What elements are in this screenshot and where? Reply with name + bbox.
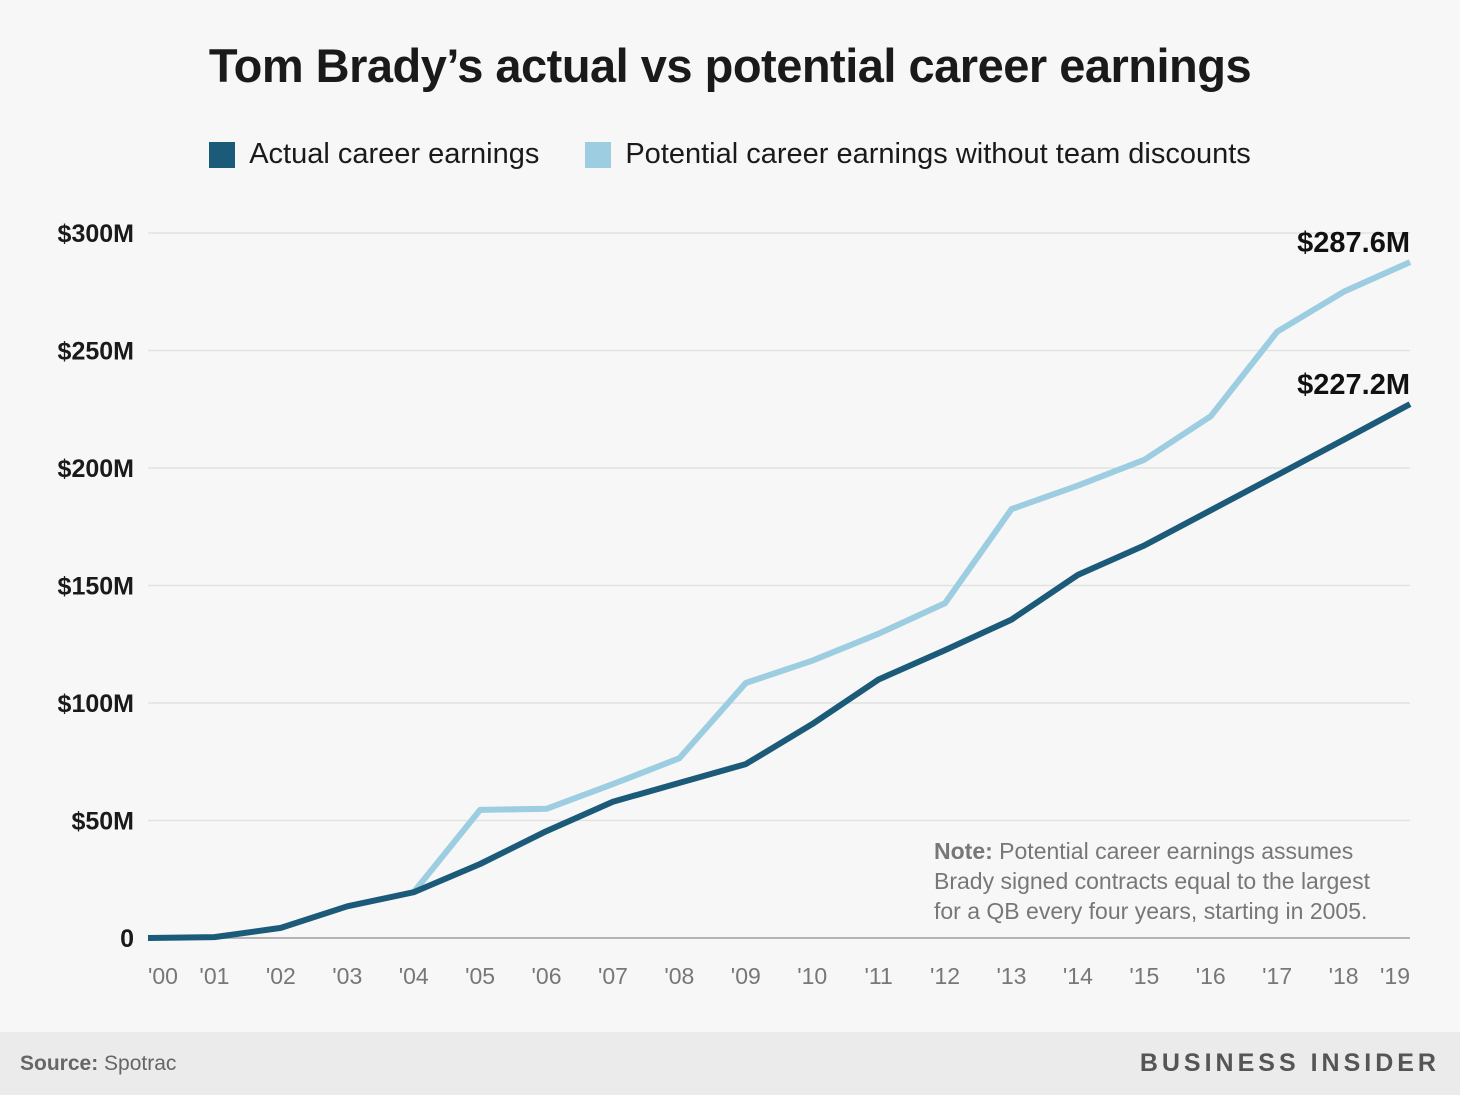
legend-item-potential: Potential career earnings without team d…: [585, 138, 1251, 171]
legend-swatch-potential: [585, 141, 612, 168]
source-credit: Source: Spotrac: [20, 1052, 176, 1076]
x-tick-label: '05: [465, 963, 495, 989]
footer: Source: Spotrac BUSINESS INSIDER: [0, 1032, 1460, 1095]
x-tick-label: '15: [1129, 963, 1159, 989]
y-tick-label: $250M: [58, 338, 134, 366]
y-tick-label: 0: [120, 925, 134, 953]
legend-label-actual: Actual career earnings: [249, 138, 540, 170]
x-tick-label: '09: [731, 963, 761, 989]
x-tick-label: '02: [266, 963, 296, 989]
brand-logo: BUSINESS INSIDER: [1139, 1049, 1440, 1077]
end-label-actual: $227.2M: [1297, 369, 1410, 401]
x-tick-label: '16: [1196, 963, 1226, 989]
legend-item-actual: Actual career earnings: [209, 138, 539, 171]
x-tick-label: '06: [532, 963, 562, 989]
x-tick-label: '04: [399, 963, 429, 989]
legend-label-potential: Potential career earnings without team d…: [625, 138, 1251, 170]
x-tick-label: '17: [1262, 963, 1292, 989]
x-tick-label: '13: [996, 963, 1026, 989]
y-tick-label: $50M: [71, 808, 134, 836]
source-value: Spotrac: [98, 1052, 177, 1075]
note-line: for a QB every four years, starting in 2…: [934, 898, 1367, 924]
note-bold: Note:: [934, 838, 993, 864]
x-tick-label: '07: [598, 963, 628, 989]
note-line: Brady signed contracts equal to the larg…: [934, 868, 1371, 894]
x-tick-label: '11: [864, 963, 892, 989]
x-tick-label: '18: [1329, 963, 1359, 989]
legend-swatch-actual: [209, 141, 236, 168]
series-line-potential: [411, 259, 1412, 895]
x-tick-label: '08: [664, 963, 694, 989]
x-tick-label: '01: [199, 963, 229, 989]
x-tick-label: '12: [930, 963, 960, 989]
y-tick-label: $300M: [58, 220, 134, 248]
x-tick-label: '14: [1063, 963, 1093, 989]
x-tick-label: '19: [1380, 963, 1410, 989]
line-chart: $300M $250M $200M $150M $100M $50M 0 '00 '01 '02 '…: [58, 220, 1412, 989]
y-tick-label: $200M: [58, 455, 134, 483]
x-tick-label: '10: [797, 963, 827, 989]
legend: Actual career earnings Potential career …: [0, 138, 1460, 171]
y-tick-label: $150M: [58, 573, 134, 601]
x-tick-label: '00: [148, 963, 178, 989]
end-label-potential: $287.6M: [1297, 227, 1410, 259]
x-tick-label: '03: [332, 963, 362, 989]
source-label: Source:: [20, 1052, 99, 1075]
note-text: Potential career earnings assumes: [993, 838, 1354, 864]
chart-title: Tom Brady’s actual vs potential career e…: [208, 39, 1252, 92]
series-line-actual: [147, 401, 1412, 941]
y-tick-label: $100M: [58, 690, 134, 718]
note-line: Note: Potential career earnings assumes: [934, 838, 1353, 864]
